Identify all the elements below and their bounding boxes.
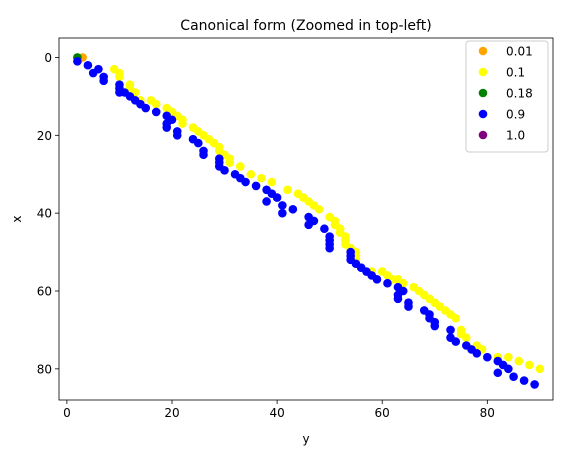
chart-title: Canonical form (Zoomed in top-left) — [180, 18, 431, 34]
data-point — [430, 321, 440, 331]
data-point — [251, 181, 261, 191]
data-point — [451, 313, 461, 323]
data-point — [372, 275, 382, 284]
data-point — [283, 185, 292, 195]
data-point — [141, 103, 151, 113]
data-point — [530, 380, 539, 389]
y-tick-label: 20 — [37, 129, 52, 143]
legend-box — [465, 40, 549, 153]
data-point — [236, 162, 245, 171]
data-point — [519, 376, 529, 385]
data-point — [83, 60, 93, 70]
legend-marker — [478, 109, 488, 119]
x-tick-label: 40 — [269, 406, 284, 420]
data-point — [73, 57, 82, 66]
legend-marker — [478, 88, 488, 98]
data-point — [288, 204, 298, 214]
data-point — [525, 360, 534, 370]
data-point — [267, 177, 277, 187]
data-point — [404, 302, 413, 311]
data-point — [393, 294, 403, 304]
data-point — [94, 64, 103, 74]
data-point — [162, 123, 172, 132]
legend-entry-label: 0.9 — [506, 108, 525, 122]
y-axis: 0 20 40 60 80 — [37, 51, 59, 376]
data-point — [115, 72, 124, 82]
data-point — [535, 364, 545, 374]
data-point — [514, 356, 524, 366]
data-point — [383, 278, 392, 288]
data-point — [504, 352, 513, 362]
points-layer — [73, 53, 545, 389]
y-tick-label: 0 — [44, 51, 52, 65]
legend-entry-label: 0.1 — [506, 66, 525, 80]
legend-marker — [478, 46, 488, 56]
data-point — [99, 76, 108, 86]
data-point — [225, 158, 235, 167]
data-point — [325, 243, 334, 253]
data-point — [172, 131, 182, 140]
data-point — [151, 99, 161, 109]
legend-marker — [478, 67, 488, 77]
y-tick-label: 80 — [37, 362, 52, 376]
data-point — [504, 364, 513, 374]
legend-marker — [478, 130, 488, 140]
data-point — [472, 348, 482, 358]
data-point — [483, 352, 492, 362]
data-point — [220, 166, 229, 175]
x-tick-label: 60 — [375, 406, 390, 420]
data-point — [320, 224, 329, 234]
data-point — [199, 150, 208, 160]
data-point — [246, 169, 256, 179]
x-tick-label: 80 — [480, 406, 495, 420]
y-tick-label: 60 — [37, 285, 52, 299]
data-point — [193, 138, 203, 148]
legend-entry-label: 1.0 — [506, 129, 525, 143]
data-point — [461, 333, 471, 343]
data-point — [451, 337, 461, 346]
data-point — [278, 208, 287, 218]
legend-entry-label: 0.18 — [506, 87, 533, 101]
data-point — [178, 119, 187, 128]
data-point — [314, 204, 324, 214]
data-point — [262, 197, 271, 206]
x-tick-label: 20 — [164, 406, 179, 420]
x-axis-label: y — [302, 432, 309, 446]
plot-frame — [58, 37, 554, 401]
x-axis: 0 20 40 60 80 — [63, 400, 495, 420]
legend-entry-label: 0.01 — [506, 45, 533, 59]
data-point — [493, 368, 503, 378]
y-tick-label: 40 — [37, 207, 52, 221]
data-point — [304, 220, 313, 230]
data-point — [241, 177, 250, 187]
legend: 0.01 0.1 0.18 0.9 1.0 — [465, 40, 549, 153]
x-tick-label: 0 — [63, 406, 71, 420]
data-point — [278, 201, 287, 210]
data-point — [509, 372, 518, 381]
data-point — [272, 193, 282, 202]
y-axis-label: x — [10, 215, 24, 222]
data-point — [446, 325, 455, 335]
data-point — [151, 107, 161, 117]
data-point — [257, 173, 266, 183]
